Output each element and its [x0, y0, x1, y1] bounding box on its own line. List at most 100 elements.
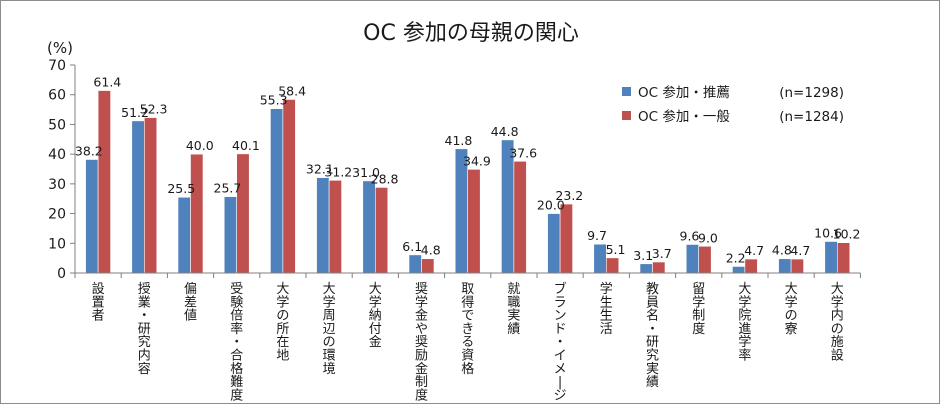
bar-suisen	[177, 196, 191, 274]
category-label: 奨学金や奨励金制度	[415, 282, 428, 403]
legend-n-1: (n=1284)	[779, 109, 844, 125]
legend-n-0: (n=1298)	[779, 85, 844, 101]
data-label: 25.5	[167, 181, 195, 196]
category-label: 大学内の施設	[831, 282, 844, 364]
data-label: 5.1	[606, 242, 626, 257]
category-label: 設置者	[92, 281, 105, 324]
data-label: 52.3	[140, 102, 168, 117]
data-label: 10.6	[814, 226, 842, 241]
data-label: 9.7	[587, 228, 607, 243]
bar-suisen	[223, 196, 237, 274]
y-tick-label: 50	[48, 117, 66, 133]
bar-ippan	[190, 153, 204, 274]
bar-suisen	[131, 120, 145, 274]
legend-label-0: OC 参加・推薦	[638, 84, 730, 101]
data-label: 41.8	[445, 133, 473, 148]
category-label: 大学納付金	[369, 282, 382, 350]
data-label: 3.1	[633, 248, 653, 263]
data-label: 37.6	[509, 145, 537, 160]
category-label: 受験倍率・合格難度	[230, 282, 243, 403]
category-label: 大学院進学率	[738, 282, 751, 364]
category-label: ブランド・イメ|ジ	[554, 281, 567, 403]
data-label: 40.0	[186, 138, 214, 153]
bar-ippan	[605, 257, 620, 274]
bar-suisen	[824, 241, 838, 274]
y-tick-label: 40	[48, 147, 66, 163]
bar-ippan	[144, 117, 158, 274]
bar-suisen	[408, 254, 422, 274]
y-tick-label: 0	[57, 266, 66, 282]
category-label: 留学制度	[692, 282, 705, 337]
bar-ippan	[559, 203, 573, 274]
legend-label-1: OC 参加・一般	[638, 108, 730, 125]
bar-ippan	[698, 245, 712, 274]
data-label: 3.7	[652, 246, 672, 261]
bar-ippan	[467, 168, 481, 274]
bar-suisen	[85, 159, 99, 274]
bar-suisen	[593, 243, 607, 274]
category-label: 大学の所在地	[276, 282, 289, 364]
y-tick-label: 20	[48, 207, 66, 223]
data-label: 2.2	[726, 250, 746, 265]
data-label: 9.0	[698, 230, 718, 245]
y-axis-ticks: 0 10 20 30 40 50 60 70	[48, 58, 861, 282]
category-label: 偏差値	[184, 282, 197, 324]
bar-suisen	[547, 213, 561, 274]
data-label: 61.4	[93, 75, 121, 90]
category-label: 就職実績	[507, 282, 520, 337]
bar-ippan	[513, 160, 527, 274]
data-label: 51.2	[121, 105, 149, 120]
data-label: 25.7	[214, 181, 242, 196]
data-labels: 38.2 61.451.252.3 25.5 40.0 25.7 40.1 55.358.4…	[75, 75, 861, 266]
bar-suisen	[639, 263, 653, 274]
y-tick-label: 60	[48, 88, 66, 104]
y-axis-unit: (%)	[47, 39, 73, 57]
data-label: 31.2	[324, 164, 352, 179]
chart-title: OC 参加の母親の関心	[363, 21, 579, 46]
data-label: 44.8	[491, 124, 519, 139]
bar-ippan	[790, 258, 804, 274]
category-label: 大学周辺の環境	[323, 282, 336, 377]
category-label: 取得できる資格	[461, 282, 474, 377]
data-label: 9.6	[680, 228, 700, 243]
bar-suisen	[362, 180, 376, 274]
data-label: 4.7	[744, 243, 764, 258]
data-label: 10.2	[833, 227, 861, 242]
bar-ippan	[374, 187, 389, 274]
bar-suisen	[270, 108, 284, 274]
bar-ippan	[328, 179, 342, 274]
data-label: 6.1	[402, 239, 422, 254]
data-label: 4.7	[790, 243, 810, 258]
data-label: 4.8	[421, 243, 441, 258]
data-label: 23.2	[555, 188, 583, 203]
bar-ippan	[836, 242, 851, 274]
data-label: 58.4	[278, 83, 306, 98]
bar-ippan	[421, 258, 435, 274]
data-label: 55.3	[260, 93, 288, 108]
category-label: 学生生活	[600, 281, 613, 337]
bars	[85, 90, 851, 274]
y-tick-label: 70	[48, 58, 66, 74]
category-label: 授業・研究内容	[138, 282, 151, 377]
legend: OC 参加・推薦 (n=1298) OC 参加・一般 (n=1284)	[622, 84, 844, 125]
bar-suisen	[732, 266, 746, 274]
y-tick-label: 30	[48, 177, 66, 193]
data-label: 20.0	[537, 198, 565, 213]
legend-swatch-1	[622, 111, 631, 120]
category-label: 教員名・研究実績	[646, 281, 659, 390]
data-label: 28.8	[371, 171, 399, 186]
bar-ippan	[652, 261, 666, 274]
bar-suisen	[316, 177, 330, 274]
y-tick-label: 10	[48, 236, 66, 252]
data-label: 38.2	[75, 143, 103, 158]
data-label: 4.8	[772, 243, 792, 258]
bar-suisen	[778, 258, 792, 274]
bar-ippan	[744, 258, 758, 274]
axes	[74, 65, 861, 274]
category-labels: 設置者 授業・研究内容 偏差値 受験倍率・合格難度 大学の所在地 大学周辺の環境 大学納付金…	[92, 281, 844, 403]
category-label: 大学の寮	[785, 282, 798, 337]
bar-ippan	[282, 99, 296, 274]
legend-swatch-0	[622, 87, 631, 96]
data-label: 40.1	[232, 138, 260, 153]
